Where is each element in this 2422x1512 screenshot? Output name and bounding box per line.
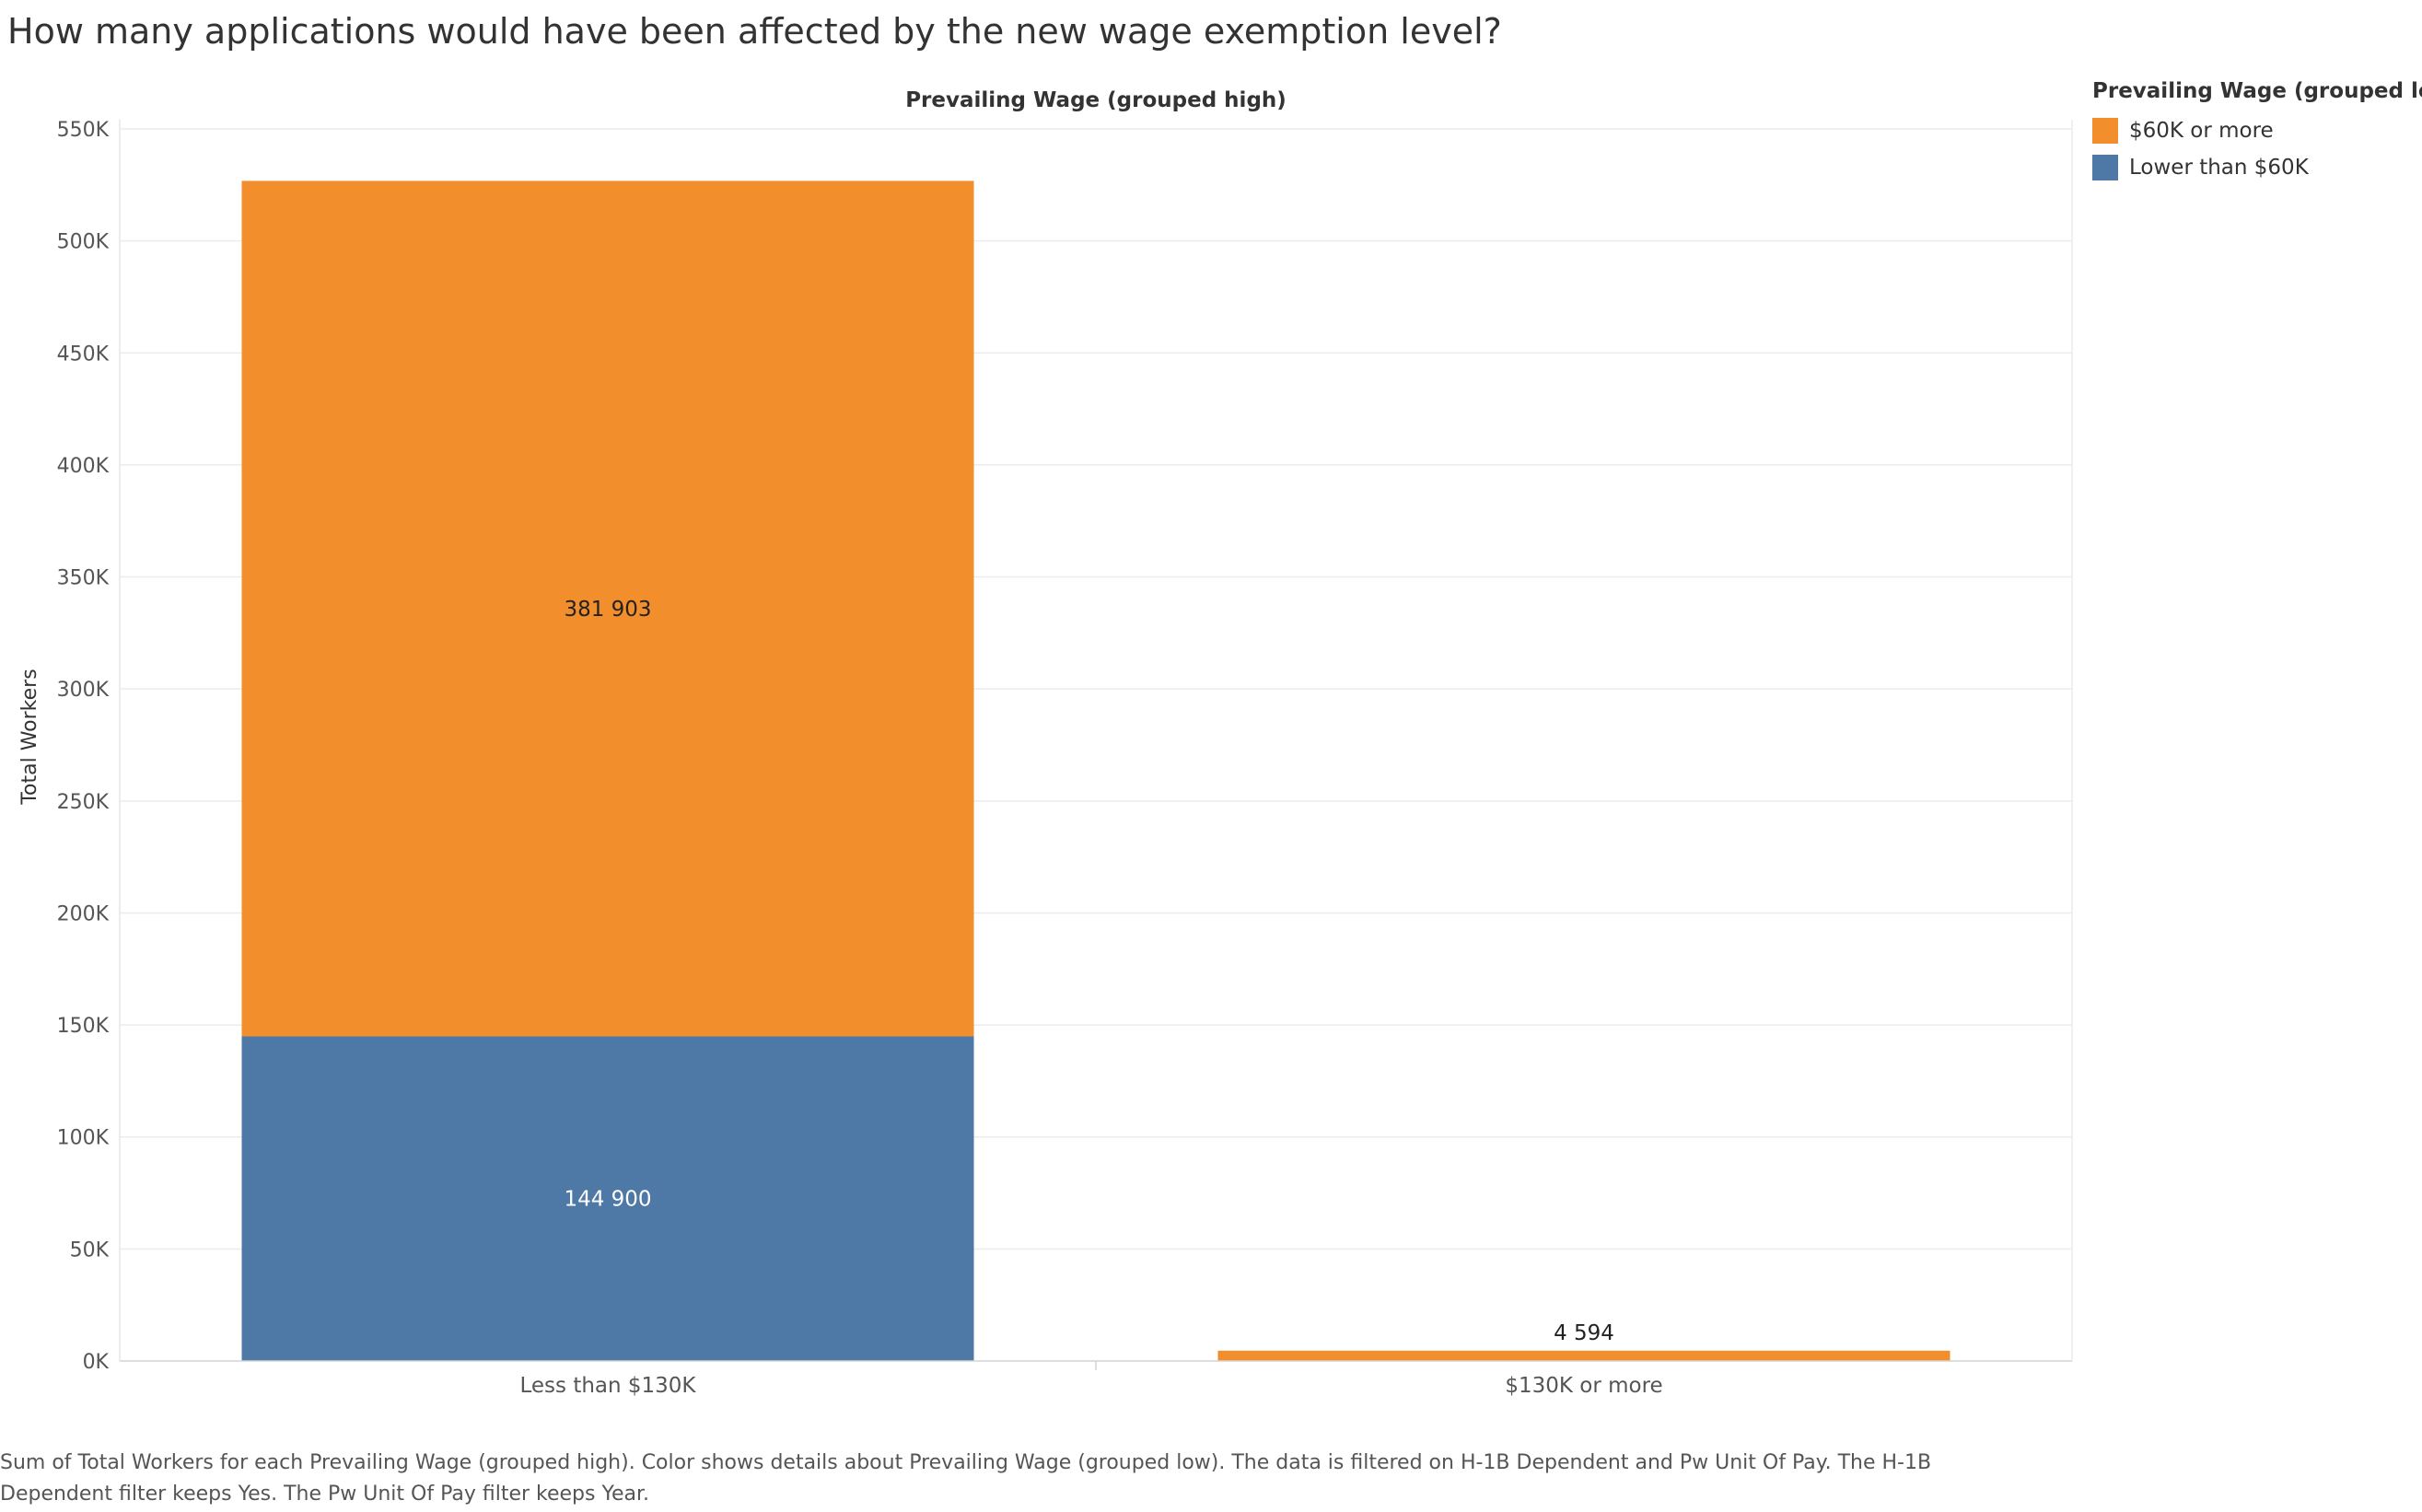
- y-tick-label: 500K: [57, 231, 110, 254]
- y-tick-label: 400K: [57, 455, 110, 478]
- legend: Prevailing Wage (grouped low) $60K or mo…: [2092, 79, 2422, 186]
- data-label: 4 594: [1554, 1321, 1614, 1345]
- chart-caption: Sum of Total Workers for each Prevailing…: [0, 1451, 1932, 1506]
- y-tick-label: 150K: [57, 1015, 110, 1038]
- y-axis-label: Total Workers: [18, 669, 41, 805]
- legend-item-lower-than-60k[interactable]: Lower than $60K: [2092, 149, 2419, 186]
- bar-segment: [241, 1036, 974, 1361]
- chart-title: How many applications would have been af…: [7, 11, 1502, 52]
- bar-segment: [1217, 1350, 1950, 1361]
- legend-title: Prevailing Wage (grouped low): [2092, 79, 2422, 103]
- legend-label: $60K or more: [2129, 119, 2274, 143]
- y-tick-label: 0K: [83, 1351, 110, 1374]
- y-tick-label: 450K: [57, 343, 110, 366]
- axis-frame: [119, 120, 2073, 1370]
- bars: [241, 180, 1950, 1361]
- x-tick-label: Less than $130K: [519, 1374, 696, 1398]
- y-tick-label: 250K: [57, 791, 110, 814]
- stacked-bar-chart: 0K 50K 100K 150K 200K 250K 300K 350K 400K 450K 500…: [18, 88, 2073, 1398]
- data-label: 381 903: [564, 598, 651, 622]
- y-tick-label: 550K: [57, 119, 110, 142]
- data-label: 144 900: [564, 1188, 651, 1212]
- legend-label: Lower than $60K: [2129, 156, 2309, 180]
- y-axis-ticks: 0K 50K 100K 150K 200K 250K 300K 350K 400K 450K 500…: [57, 119, 110, 1374]
- legend-item-60k-or-more[interactable]: $60K or more: [2092, 112, 2419, 149]
- data-labels: 144 900 381 903 4 594: [564, 598, 1613, 1345]
- y-tick-label: 350K: [57, 567, 110, 590]
- y-tick-label: 300K: [57, 679, 110, 702]
- y-tick-label: 200K: [57, 902, 110, 925]
- bar-segment: [241, 180, 974, 1037]
- legend-swatch: [2092, 118, 2118, 144]
- y-tick-label: 50K: [70, 1239, 110, 1262]
- legend-swatch: [2092, 155, 2118, 180]
- x-tick-label: $130K or more: [1505, 1374, 1662, 1398]
- x-axis-ticks: Less than $130K $130K or more: [519, 1374, 1662, 1398]
- column-header: Prevailing Wage (grouped high): [905, 88, 1287, 112]
- y-tick-label: 100K: [57, 1127, 110, 1150]
